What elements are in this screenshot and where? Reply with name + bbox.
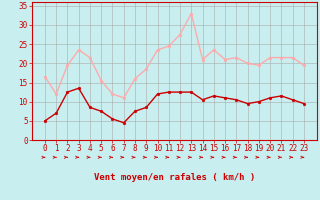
X-axis label: Vent moyen/en rafales ( km/h ): Vent moyen/en rafales ( km/h ) — [94, 173, 255, 182]
